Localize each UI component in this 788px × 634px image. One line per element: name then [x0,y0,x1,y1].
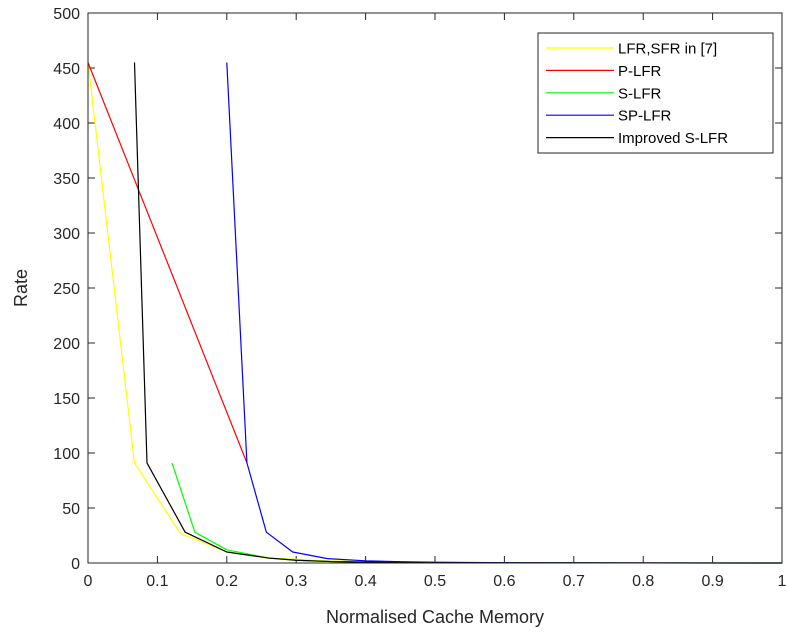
x-tick-label: 0.8 [632,573,654,590]
x-tick-label: 0 [84,573,93,590]
y-tick-label: 150 [53,391,80,408]
y-tick-label: 200 [53,336,80,353]
y-tick-label: 250 [53,281,80,298]
series-line-p-lfr [87,62,248,464]
x-tick-label: 0.9 [701,573,723,590]
y-tick-label: 350 [53,171,80,188]
x-axis-title: Normalised Cache Memory [326,607,544,627]
legend-label: S-LFR [618,85,662,102]
x-tick-label: 0.4 [354,573,376,590]
legend-label: SP-LFR [618,108,672,125]
tick-labels: 0 0.1 0.2 0.3 0.4 0.5 0.6 0.7 0.8 0.9 1 0 50 100 150 20… [53,6,786,590]
y-tick-label: 100 [53,446,80,463]
x-tick-label: 0.6 [493,573,515,590]
y-tick-label: 50 [62,501,80,518]
y-tick-label: 500 [53,6,80,23]
legend-label: LFR,SFR in [7] [618,41,717,58]
legend: LFR,SFR in [7] P-LFR S-LFR SP-LFR Improved S… [537,32,774,154]
x-tick-label: 0.2 [216,573,238,590]
x-tick-label: 0.5 [424,573,446,590]
plot-frame [87,12,783,564]
y-tick-label: 300 [53,226,80,243]
y-tick-label: 0 [71,556,80,573]
y-tick-label: 450 [53,61,80,78]
y-tick-label: 400 [53,116,80,133]
legend-label: Improved S-LFR [618,130,728,147]
y-axis-title: Rate [11,269,31,307]
x-tick-label: 1 [778,573,787,590]
x-tick-label: 0.3 [285,573,307,590]
x-tick-label: 0.1 [146,573,168,590]
legend-label: P-LFR [618,63,662,80]
x-tick-label: 0.7 [563,573,585,590]
